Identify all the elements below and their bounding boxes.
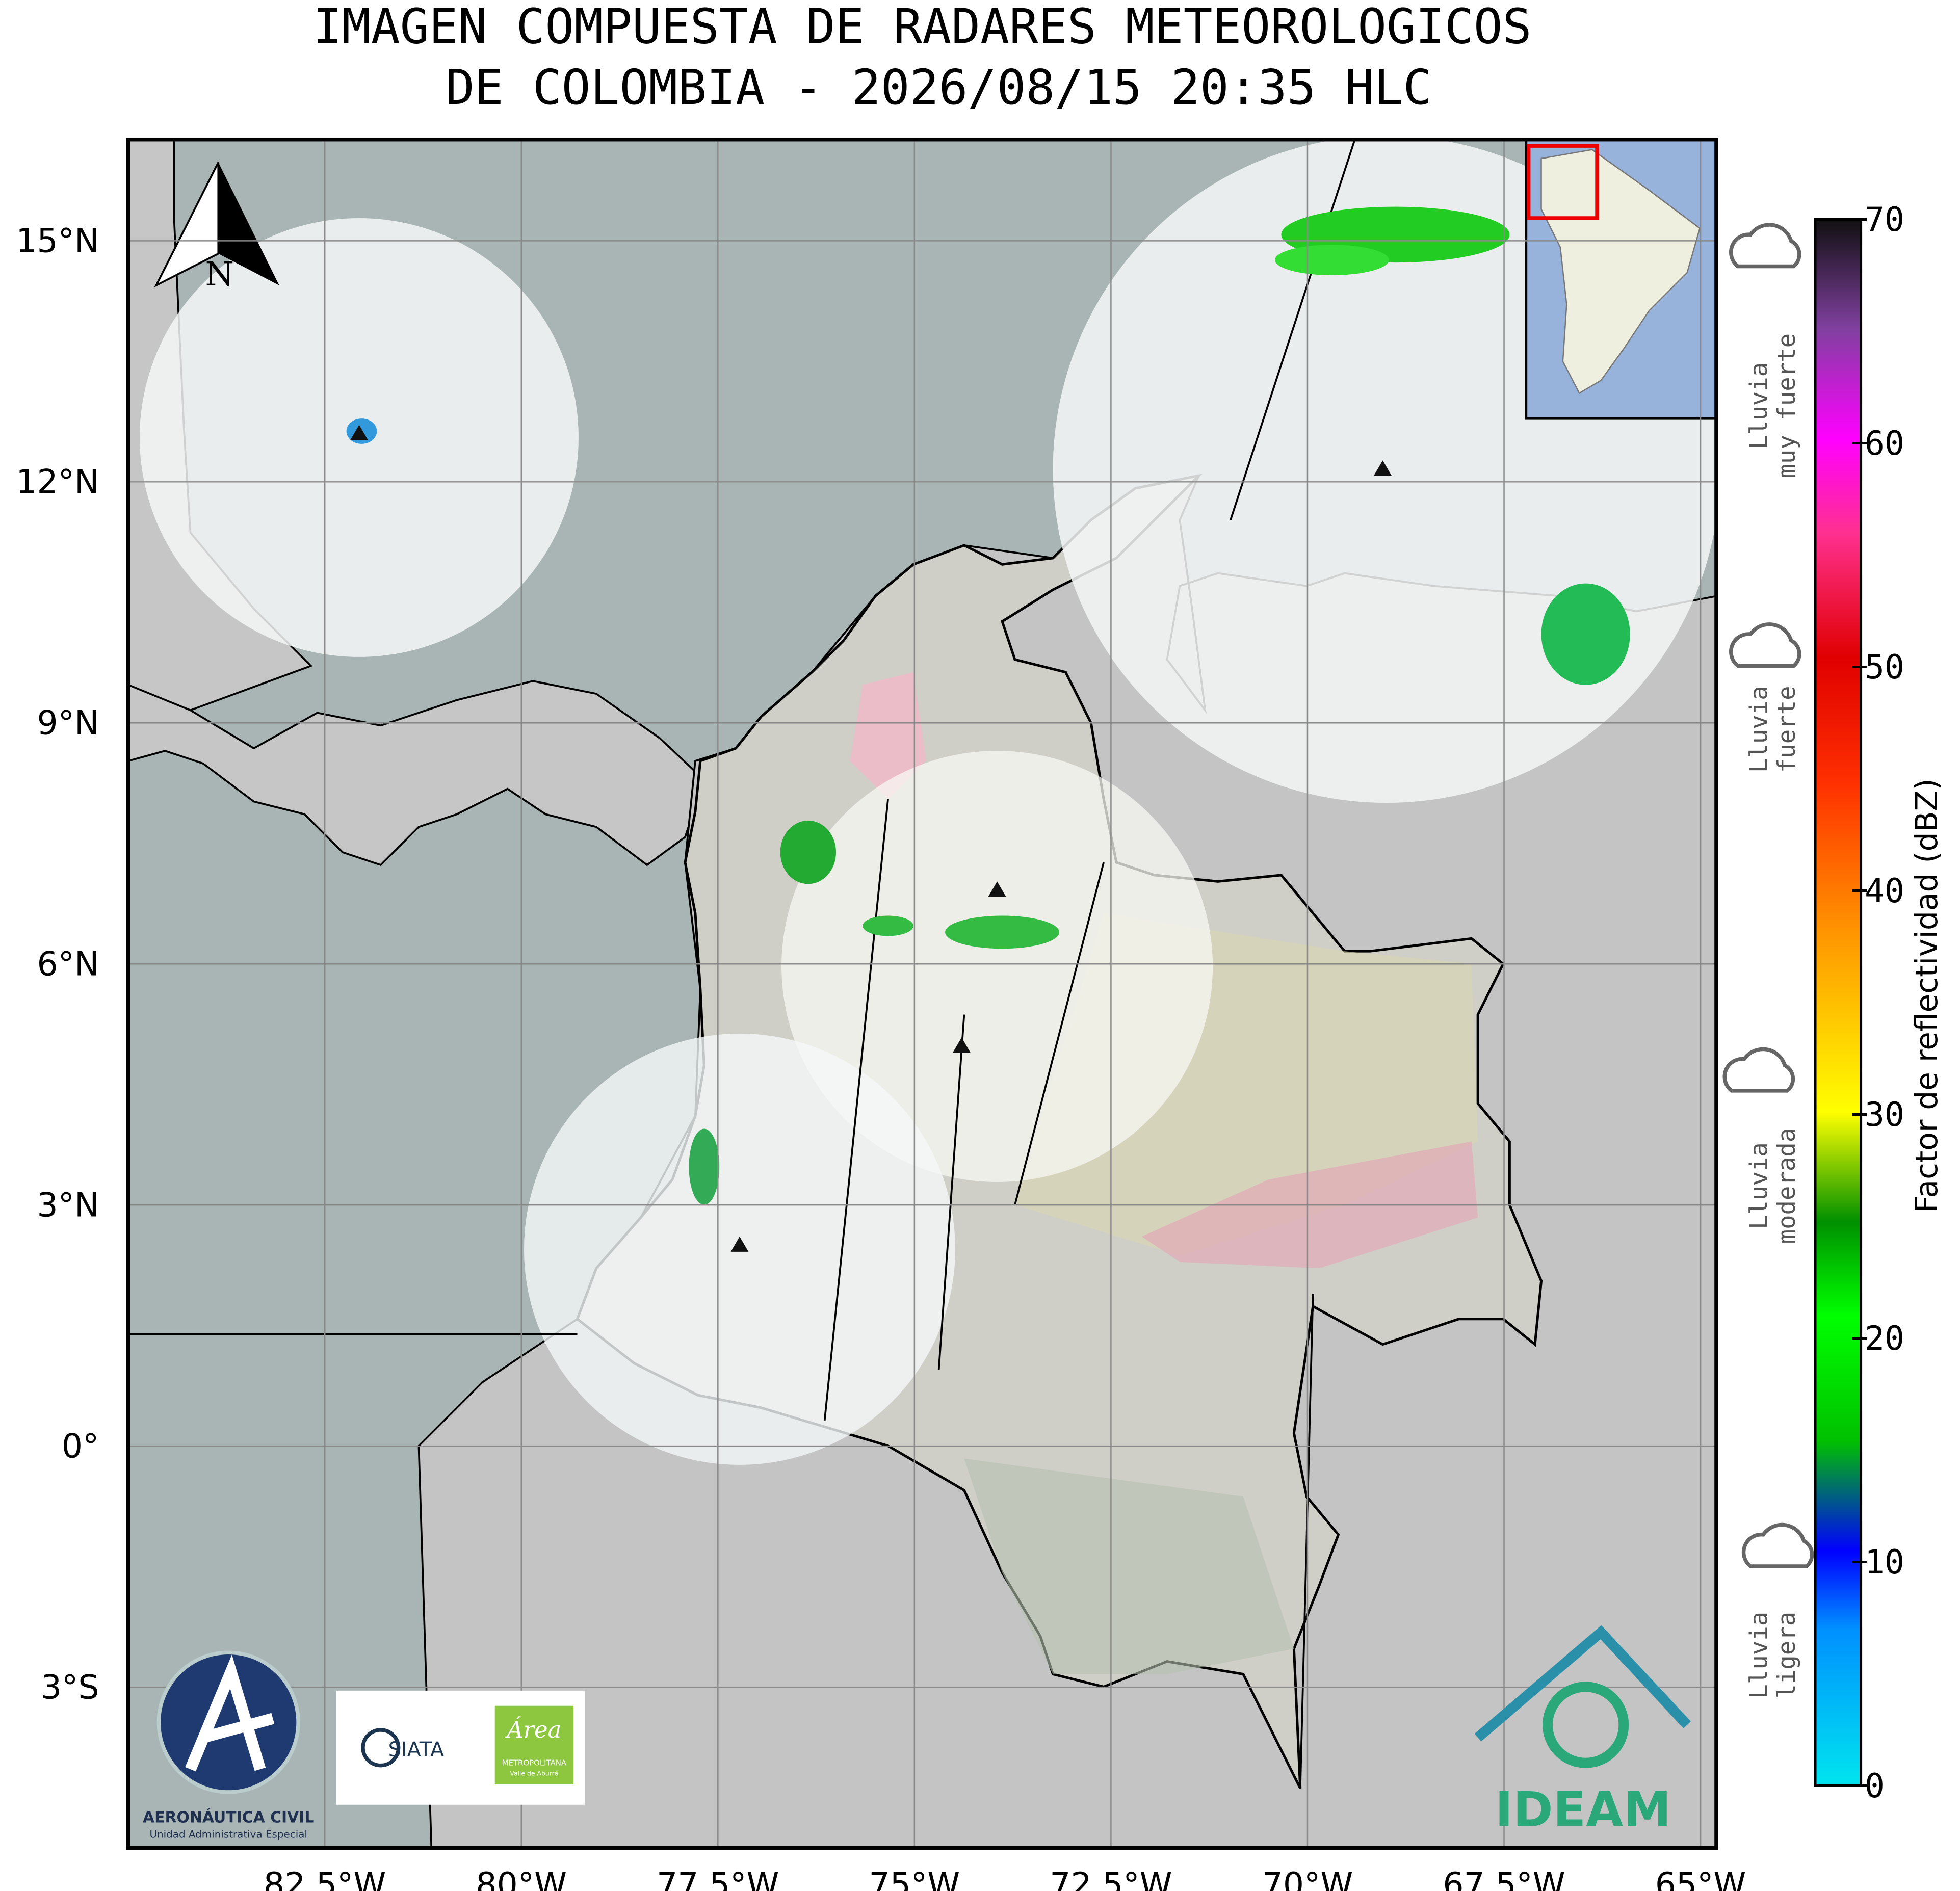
rain-level-label: Lluvia — [1745, 1612, 1773, 1699]
echo — [780, 820, 837, 884]
x-tick-label: 80°W — [476, 1866, 567, 1891]
x-tick-label: 75°W — [869, 1866, 960, 1891]
logo-text: SIATA — [388, 1738, 445, 1762]
colorbar-tick-label: 20 — [1865, 1320, 1904, 1358]
y-tick-label: 9°N — [37, 704, 99, 743]
logo-roof — [1474, 1625, 1691, 1742]
north-label: N — [205, 255, 234, 294]
cloud-icon — [1722, 1047, 1795, 1093]
colorbar-tick-label: 60 — [1865, 425, 1904, 463]
colorbar-tick-label: 0 — [1865, 1767, 1885, 1805]
logo-swirl — [1543, 1682, 1629, 1768]
y-tick-label: 3°S — [41, 1668, 99, 1706]
colorbar-tick-label: 40 — [1865, 872, 1904, 910]
siata-logo: SIATA Área METROPOLITANA Valle de Aburrá — [336, 1690, 585, 1805]
x-tick-label: 65°W — [1655, 1866, 1746, 1891]
y-tick-label: 0° — [62, 1428, 99, 1466]
panama — [128, 680, 705, 866]
logo-text: METROPOLITANA — [502, 1758, 567, 1768]
rain-level-label: Lluvia — [1745, 686, 1773, 773]
title-line: DE COLOMBIA - 2026/08/15 20:35 HLC — [446, 60, 1432, 116]
echo — [1541, 583, 1630, 685]
rain-level-label: muy fuerte — [1773, 333, 1801, 479]
map: N — [128, 139, 1716, 1848]
weather-icons — [1722, 223, 1814, 1568]
radar-echoes — [346, 206, 1630, 1205]
echo — [863, 915, 913, 936]
x-tick-label: 67.5°W — [1443, 1866, 1565, 1891]
rain-level-label: moderada — [1773, 1128, 1801, 1244]
logo-a — [185, 1654, 275, 1772]
x-tick-label: 77.5°W — [657, 1866, 779, 1891]
colorbar-tick-label: 30 — [1865, 1096, 1904, 1134]
graticule — [128, 139, 1716, 1848]
x-tick-label: 82.5°W — [264, 1866, 386, 1891]
cloud-icon — [1729, 223, 1801, 269]
colorbar-tick-label: 70 — [1865, 201, 1904, 239]
logo-text: AERONÁUTICA CIVIL — [143, 1808, 314, 1827]
logo-text: Unidad Administrativa Especial — [149, 1828, 307, 1840]
inset-map — [1525, 139, 1716, 420]
colorbar-label: Factor de reflectividad (dBZ) — [1910, 778, 1945, 1213]
echo — [689, 1128, 720, 1205]
x-tick-label: 72.5°W — [1050, 1866, 1172, 1891]
radar-coverage — [781, 751, 1213, 1183]
echo — [1275, 245, 1389, 275]
aerocivil-logo: AERONÁUTICA CIVIL Unidad Administrativa … — [143, 1650, 314, 1840]
ideam-logo: IDEAM — [1474, 1625, 1691, 1838]
y-tick-label: 12°N — [16, 463, 99, 502]
colorbar-tick-label: 50 — [1865, 648, 1904, 687]
colorbar-tick-label: 10 — [1865, 1543, 1904, 1582]
inset-highlight — [1526, 144, 1599, 220]
colorbar-ticks: 0 10 20 30 40 50 60 70 — [1852, 201, 1904, 1805]
map-frame — [126, 137, 1718, 1850]
y-tick-label: 15°N — [16, 222, 99, 260]
logo-text: IDEAM — [1495, 1782, 1671, 1838]
logo-box — [494, 1705, 574, 1784]
x-tick-label: 70°W — [1262, 1866, 1353, 1891]
y-tick-label: 6°N — [37, 946, 99, 984]
logo-text: Valle de Aburrá — [510, 1770, 558, 1777]
title-line: IMAGEN COMPUESTA DE RADARES METEOROLOGIC… — [313, 0, 1532, 55]
y-tick-label: 3°N — [37, 1187, 99, 1225]
colorbar — [1814, 218, 1863, 1787]
echo — [945, 915, 1060, 949]
rain-level-label: ligera — [1773, 1612, 1801, 1699]
logo-sun — [361, 1728, 401, 1768]
rain-level-label: Lluvia — [1745, 362, 1773, 450]
border — [823, 139, 1356, 1789]
forest-shading — [964, 1458, 1294, 1674]
cloud-icon — [1729, 622, 1801, 668]
logo-text: Área — [505, 1716, 561, 1743]
cloud-icon — [1741, 1522, 1814, 1568]
south-america — [1540, 149, 1701, 395]
shading — [850, 672, 926, 799]
rain-level-label: Lluvia — [1745, 1142, 1773, 1229]
rain-level-label: fuerte — [1773, 686, 1801, 773]
